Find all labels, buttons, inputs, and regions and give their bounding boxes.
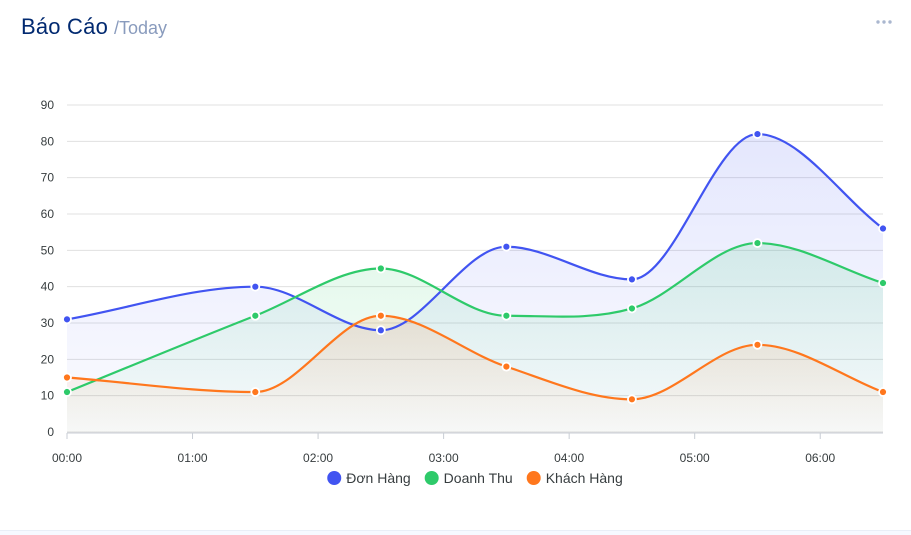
legend-label: Doanh Thu — [444, 470, 513, 486]
legend-item[interactable]: Doanh Thu — [424, 470, 513, 486]
data-point — [250, 281, 261, 292]
data-point — [250, 387, 261, 397]
data-point — [627, 394, 637, 405]
data-point — [878, 223, 888, 234]
data-point — [62, 372, 72, 383]
data-point — [878, 278, 888, 288]
y-tick-label: 40 — [41, 280, 55, 294]
area-fills — [67, 134, 883, 432]
legend-marker — [327, 471, 342, 485]
x-tick-label: 00:00 — [52, 451, 82, 465]
x-tick-label: 01:00 — [178, 451, 208, 465]
data-point — [878, 387, 888, 397]
card-subtitle: /Today — [114, 18, 168, 38]
series-markers — [62, 129, 888, 405]
legend: Đơn Hàng Doanh Thu Khách Hàng — [327, 470, 623, 486]
data-point — [501, 241, 512, 252]
y-tick-label: 30 — [41, 316, 55, 330]
y-tick-label: 60 — [41, 207, 55, 221]
ellipsis-icon — [876, 20, 892, 24]
legend-marker — [424, 471, 439, 485]
legend-label: Đơn Hàng — [346, 470, 410, 486]
y-tick-label: 0 — [47, 425, 54, 439]
card-title: Báo Cáo — [21, 14, 109, 39]
data-point — [375, 310, 386, 321]
legend-marker — [526, 471, 541, 485]
x-tick-label: 06:00 — [805, 451, 835, 465]
more-options-button[interactable] — [875, 12, 893, 32]
y-tick-label: 50 — [41, 243, 55, 257]
data-point — [752, 129, 763, 139]
data-point — [375, 263, 386, 274]
x-axis: 00:00 01:00 02:00 03:00 04:00 05:00 06:00 — [52, 432, 883, 465]
y-tick-label: 80 — [41, 134, 55, 148]
data-point — [62, 314, 72, 325]
legend-item[interactable]: Đơn Hàng — [327, 470, 411, 486]
y-tick-label: 90 — [41, 98, 55, 112]
y-tick-label: 70 — [41, 171, 55, 185]
x-tick-label: 03:00 — [429, 451, 459, 465]
data-point — [501, 310, 512, 321]
data-point — [752, 238, 763, 248]
series-area — [67, 315, 883, 432]
data-point — [501, 361, 512, 372]
card-header: Báo Cáo /Today — [21, 14, 167, 40]
y-tick-label: 10 — [41, 389, 55, 403]
data-point — [752, 339, 763, 350]
x-tick-label: 05:00 — [680, 451, 710, 465]
data-point — [375, 325, 386, 336]
legend-label: Khách Hàng — [546, 470, 623, 486]
data-point — [250, 310, 261, 321]
y-tick-label: 20 — [41, 352, 55, 366]
data-point — [627, 274, 637, 285]
x-tick-label: 04:00 — [554, 451, 584, 465]
legend-item[interactable]: Khách Hàng — [526, 470, 623, 486]
data-point — [627, 303, 637, 314]
x-tick-label: 02:00 — [303, 451, 333, 465]
data-point — [62, 387, 72, 397]
